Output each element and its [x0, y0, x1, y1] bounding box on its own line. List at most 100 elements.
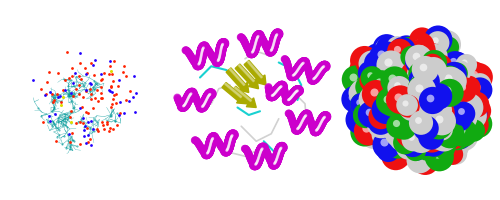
Point	[412, 148, 420, 151]
Point	[474, 122, 482, 125]
Polygon shape	[238, 65, 254, 82]
Point	[108, 98, 116, 101]
Point	[87, 143, 95, 147]
Point	[97, 79, 105, 82]
Point	[82, 141, 90, 144]
Point	[440, 53, 448, 56]
Point	[380, 114, 388, 117]
Point	[390, 79, 398, 82]
Point	[382, 47, 390, 50]
Point	[374, 108, 382, 112]
Point	[402, 96, 409, 100]
Point	[423, 141, 431, 145]
Point	[436, 58, 444, 61]
Point	[430, 142, 438, 145]
Point	[462, 63, 470, 66]
Point	[103, 120, 111, 123]
Point	[84, 120, 92, 123]
Point	[54, 128, 62, 132]
Point	[400, 101, 408, 104]
Point	[434, 41, 442, 44]
Point	[418, 129, 426, 132]
Point	[458, 76, 466, 79]
Point	[52, 140, 60, 143]
Point	[106, 129, 114, 133]
Point	[403, 138, 411, 141]
Point	[422, 151, 430, 154]
Point	[381, 125, 389, 128]
Point	[426, 134, 434, 137]
Point	[380, 50, 388, 54]
Point	[415, 130, 423, 133]
Point	[380, 97, 388, 100]
Point	[424, 112, 432, 116]
Point	[424, 94, 432, 97]
Point	[411, 47, 419, 50]
Point	[62, 120, 70, 124]
Point	[114, 113, 122, 117]
Point	[119, 70, 127, 73]
Point	[424, 104, 432, 108]
Point	[62, 78, 70, 82]
Point	[420, 129, 428, 132]
Point	[414, 144, 422, 147]
Point	[434, 104, 442, 107]
Point	[418, 65, 426, 68]
Point	[367, 91, 375, 94]
Point	[395, 65, 403, 69]
Point	[416, 72, 424, 75]
Point	[377, 53, 385, 56]
Point	[399, 94, 407, 97]
Point	[456, 90, 464, 93]
Point	[422, 135, 430, 139]
Point	[374, 77, 382, 80]
Point	[433, 46, 441, 50]
Point	[463, 110, 471, 114]
Point	[368, 113, 376, 116]
Point	[436, 117, 444, 120]
Point	[407, 139, 415, 142]
Point	[456, 110, 464, 113]
Point	[415, 131, 423, 134]
Point	[418, 89, 426, 92]
Point	[436, 128, 444, 131]
Point	[356, 91, 364, 94]
Point	[434, 61, 442, 64]
Point	[408, 107, 416, 110]
Point	[440, 123, 448, 127]
Point	[403, 144, 411, 148]
Point	[414, 114, 422, 117]
Point	[466, 113, 473, 116]
Point	[438, 105, 446, 108]
Point	[436, 120, 444, 123]
Point	[394, 79, 402, 82]
Point	[370, 87, 378, 90]
Point	[113, 123, 121, 127]
Point	[431, 56, 439, 60]
Point	[463, 122, 471, 125]
Point	[422, 127, 430, 130]
Point	[386, 51, 394, 54]
Point	[362, 114, 370, 117]
Point	[358, 56, 366, 60]
Point	[372, 106, 380, 110]
Point	[351, 76, 359, 79]
Point	[428, 99, 436, 102]
Point	[462, 103, 470, 107]
Point	[98, 97, 106, 100]
Point	[82, 72, 90, 75]
Point	[363, 98, 371, 101]
Point	[441, 118, 449, 121]
Point	[64, 133, 72, 136]
Point	[68, 99, 76, 102]
Polygon shape	[256, 75, 266, 85]
Point	[388, 103, 396, 106]
Point	[371, 106, 379, 109]
Point	[48, 124, 56, 127]
Point	[404, 134, 412, 137]
Point	[360, 69, 368, 72]
Point	[78, 105, 86, 109]
Point	[436, 129, 444, 132]
Point	[41, 94, 49, 97]
Point	[377, 48, 385, 51]
